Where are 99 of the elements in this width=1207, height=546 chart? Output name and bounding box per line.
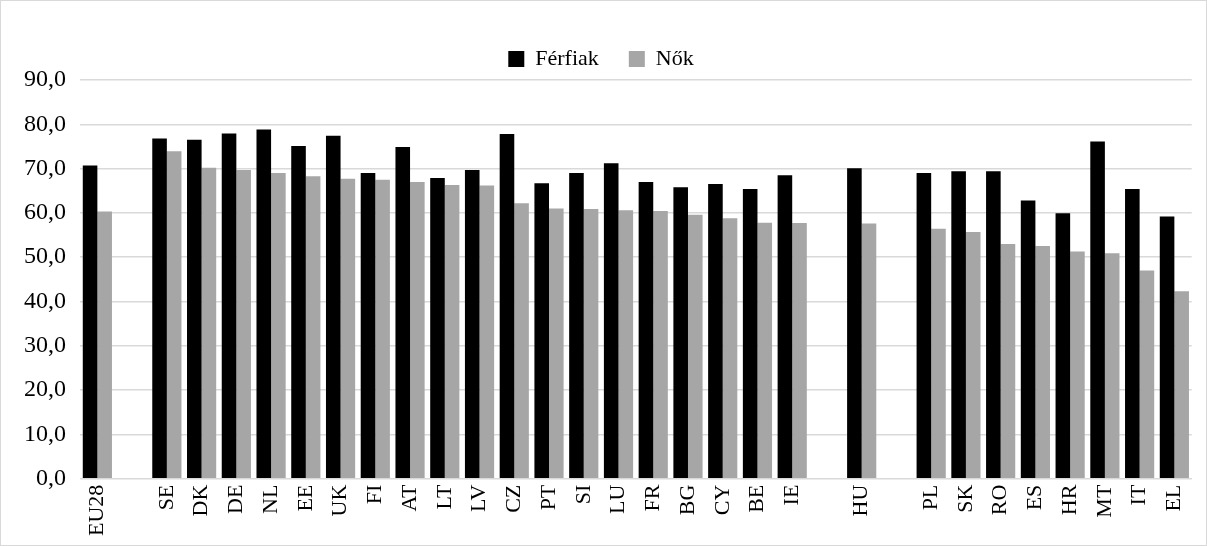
- x-tick-label: CZ: [500, 484, 526, 513]
- bar: [583, 208, 599, 478]
- bar: [708, 184, 723, 478]
- bar: [847, 168, 862, 478]
- bar: [569, 173, 584, 478]
- bar: [97, 211, 112, 478]
- x-tick-label: IE: [777, 484, 803, 506]
- y-tick-label: 50,0: [24, 242, 66, 269]
- bar: [603, 163, 619, 478]
- bar: [965, 231, 981, 478]
- bar: [638, 181, 654, 478]
- x-tick-label: FR: [639, 484, 665, 512]
- bar: [325, 135, 341, 478]
- x-tick-label: IT: [1125, 484, 1151, 506]
- bar: [1000, 243, 1016, 478]
- x-tick-label: SK: [951, 484, 977, 513]
- x-tick-label: BE: [743, 484, 769, 513]
- x-tick-label: LT: [430, 484, 456, 510]
- x-tick-label: PT: [534, 484, 560, 511]
- bar: [236, 169, 251, 478]
- bar: [499, 134, 515, 478]
- x-tick-label: MT: [1090, 484, 1116, 518]
- bar: [618, 210, 634, 478]
- x-tick-label: HU: [847, 484, 873, 517]
- bar: [951, 171, 966, 478]
- bar: [777, 175, 793, 478]
- y-tick-label: 40,0: [24, 286, 66, 313]
- legend-label: Nők: [655, 44, 694, 70]
- x-tick-label: AT: [395, 484, 421, 512]
- bar: [931, 228, 946, 478]
- x-tick-label: EE: [291, 484, 317, 512]
- bar: [291, 146, 306, 478]
- bar: [395, 146, 411, 478]
- bar: [986, 171, 1001, 478]
- bar: [861, 223, 877, 478]
- bar: [742, 188, 758, 478]
- x-tick-label: BG: [673, 484, 699, 516]
- bar: [256, 129, 272, 478]
- bar: [549, 208, 564, 478]
- bar: [464, 169, 480, 478]
- bar: [305, 176, 321, 478]
- bar: [340, 178, 356, 478]
- bar: [1070, 251, 1085, 478]
- bar: [375, 179, 390, 478]
- x-tick-label: EU28: [83, 484, 109, 536]
- bar: [479, 185, 495, 478]
- x-tick-label: SI: [569, 484, 595, 505]
- x-tick-label: HR: [1055, 484, 1081, 516]
- bar: [1159, 216, 1175, 478]
- bar: [152, 138, 167, 478]
- bar: [1139, 270, 1155, 478]
- x-tick-label: SE: [152, 484, 178, 511]
- bar: [1104, 253, 1120, 478]
- y-tick-label: 20,0: [24, 375, 66, 402]
- x-tick-label: UK: [326, 484, 352, 517]
- bar: [514, 203, 529, 478]
- bar: [1055, 213, 1071, 478]
- x-tick-label: DE: [222, 484, 248, 514]
- bar: [1035, 246, 1050, 478]
- bar: [1090, 141, 1105, 478]
- bar: [410, 181, 425, 478]
- y-tick-label: 30,0: [24, 331, 66, 358]
- y-tick-label: 70,0: [24, 153, 66, 180]
- bar: [792, 223, 807, 478]
- bar: [201, 167, 217, 478]
- y-tick-label: 10,0: [24, 419, 66, 446]
- bar: [916, 173, 932, 478]
- bar: [360, 173, 376, 478]
- bar: [430, 177, 445, 478]
- bar: [444, 184, 460, 478]
- x-tick-label: LV: [465, 484, 491, 512]
- y-tick-label: 60,0: [24, 198, 66, 225]
- bar: [534, 183, 550, 478]
- x-tick-label: DK: [187, 484, 213, 517]
- bar: [1125, 188, 1140, 478]
- x-tick-label: RO: [986, 484, 1012, 516]
- bar: [653, 211, 668, 478]
- x-tick-label: ES: [1021, 484, 1047, 511]
- bar: [166, 151, 182, 478]
- legend-label: Férfiak: [535, 44, 599, 70]
- x-tick-label: FI: [361, 484, 387, 505]
- bar: [221, 133, 237, 478]
- bar: [187, 139, 202, 478]
- x-tick-label: CY: [708, 484, 734, 516]
- bar: [722, 218, 738, 478]
- x-tick-label: PL: [916, 484, 942, 511]
- bar: [82, 165, 98, 478]
- bar: [687, 214, 703, 478]
- bar: [673, 187, 688, 478]
- bar: [271, 173, 286, 478]
- bar: [1174, 291, 1189, 478]
- x-tick-label: LU: [604, 484, 630, 514]
- bar: [757, 222, 773, 478]
- y-tick-label: 90,0: [24, 65, 66, 92]
- y-tick-label: 80,0: [24, 109, 66, 136]
- bar: [1020, 200, 1036, 478]
- y-tick-label: 0,0: [36, 463, 66, 490]
- x-tick-label: NL: [256, 484, 282, 514]
- x-tick-label: EL: [1160, 484, 1186, 512]
